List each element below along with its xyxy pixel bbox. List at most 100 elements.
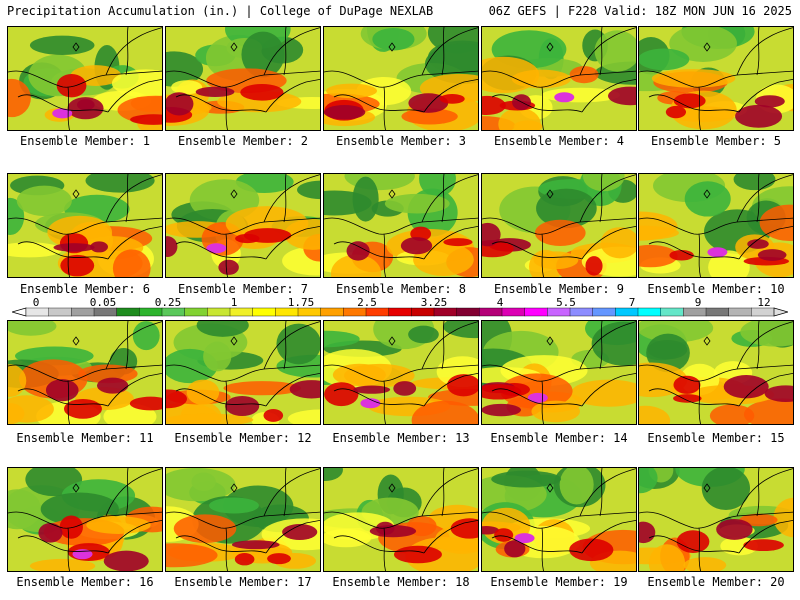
ensemble-member-panel (7, 173, 163, 278)
colorbar-swatch (615, 307, 639, 317)
ensemble-member-label: Ensemble Member: 3 (335, 134, 467, 148)
precip-field-map (166, 321, 320, 424)
precip-field-map (639, 321, 793, 424)
colorbar-swatch (161, 307, 186, 317)
ensemble-member-label: Ensemble Member: 19 (490, 575, 628, 589)
precip-field-map (324, 174, 478, 277)
ensemble-member-label: Ensemble Member: 20 (647, 575, 785, 589)
colorbar-tick-label: 12 (757, 298, 770, 309)
precip-field-map (8, 27, 162, 130)
colorbar-swatch (365, 307, 390, 317)
colorbar-swatch (207, 307, 231, 317)
precip-field-map (482, 468, 636, 571)
colorbar-swatch (637, 307, 662, 317)
colorbar-swatch (71, 307, 95, 317)
ensemble-member-panel (481, 320, 637, 425)
colorbar-swatch (297, 307, 322, 317)
colorbar-swatch (660, 307, 684, 317)
precip-field-map (166, 27, 320, 130)
ensemble-member-panel (323, 173, 479, 278)
precip-field-map (482, 174, 636, 277)
colorbar-tick-label: 5.5 (556, 298, 576, 309)
ensemble-member-panel (323, 467, 479, 572)
colorbar-swatch (547, 307, 571, 317)
ensemble-member-panel (481, 467, 637, 572)
ensemble-member-label: Ensemble Member: 18 (332, 575, 470, 589)
ensemble-member-label: Ensemble Member: 15 (647, 431, 785, 445)
ensemble-member-label: Ensemble Member: 8 (335, 282, 467, 296)
ensemble-member-panel (7, 467, 163, 572)
colorbar-tick-label: 7 (629, 298, 636, 309)
ensemble-member-panel (323, 26, 479, 131)
colorbar-swatch (184, 307, 208, 317)
precip-field-map (639, 468, 793, 571)
colorbar-swatch (683, 307, 707, 317)
precip-field-map (639, 174, 793, 277)
ensemble-member-panel (323, 320, 479, 425)
precip-field-map (324, 27, 478, 130)
colorbar-swatch (751, 307, 775, 317)
colorbar-tick-label: 3.25 (421, 298, 448, 309)
ensemble-member-label: Ensemble Member: 1 (19, 134, 151, 148)
ensemble-member-panel (165, 26, 321, 131)
colorbar-tick-label: 0 (33, 298, 40, 309)
colorbar-swatch (388, 307, 412, 317)
colorbar-swatch (252, 307, 276, 317)
ensemble-member-panel (165, 320, 321, 425)
colorbar-swatch (139, 307, 163, 317)
colorbar-swatch (343, 307, 367, 317)
colorbar-swatch (569, 307, 594, 317)
precip-field-map (482, 321, 636, 424)
ensemble-member-label: Ensemble Member: 12 (174, 431, 312, 445)
ensemble-member-label: Ensemble Member: 14 (490, 431, 628, 445)
precip-field-map (324, 468, 478, 571)
ensemble-member-panel (7, 320, 163, 425)
ensemble-member-label: Ensemble Member: 5 (650, 134, 782, 148)
run-valid-time: 06Z GEFS | F228 Valid: 18Z MON JUN 16 20… (488, 4, 792, 18)
ensemble-member-panel (638, 26, 794, 131)
ensemble-member-label: Ensemble Member: 17 (174, 575, 312, 589)
ensemble-member-label: Ensemble Member: 7 (177, 282, 309, 296)
colorbar-swatch (411, 307, 435, 317)
colorbar-swatch (275, 307, 299, 317)
colorbar-tick-label: 0.05 (90, 298, 117, 309)
precip-field-map (324, 321, 478, 424)
colorbar-swatch (479, 307, 503, 317)
colorbar-swatch (25, 307, 50, 317)
precip-field-map (8, 321, 162, 424)
ensemble-member-label: Ensemble Member: 4 (493, 134, 625, 148)
colorbar-swatch (456, 307, 480, 317)
ensemble-member-label: Ensemble Member: 10 (647, 282, 785, 296)
ensemble-member-panel (165, 467, 321, 572)
ensemble-member-panel (638, 173, 794, 278)
colorbar-min-arrow (12, 307, 27, 317)
colorbar-tick-label: 1 (231, 298, 238, 309)
precip-field-map (639, 27, 793, 130)
ensemble-member-panel (481, 173, 637, 278)
colorbar-swatch (116, 307, 140, 317)
precip-field-map (8, 468, 162, 571)
ensemble-member-panel (165, 173, 321, 278)
ensemble-member-label: Ensemble Member: 2 (177, 134, 309, 148)
colorbar-swatch (320, 307, 344, 317)
ensemble-member-panel (481, 26, 637, 131)
ensemble-member-panel (7, 26, 163, 131)
colorbar-tick-label: 2.5 (357, 298, 377, 309)
colorbar-swatch (93, 307, 118, 317)
ensemble-member-label: Ensemble Member: 9 (493, 282, 625, 296)
ensemble-member-panel (638, 467, 794, 572)
precip-field-map (166, 174, 320, 277)
precip-field-map (166, 468, 320, 571)
colorbar-swatch (524, 307, 548, 317)
ensemble-member-label: Ensemble Member: 6 (19, 282, 151, 296)
colorbar-swatch (433, 307, 458, 317)
colorbar-tick-label: 9 (695, 298, 702, 309)
colorbar-tick-label: 0.25 (155, 298, 182, 309)
precip-field-map (482, 27, 636, 130)
colorbar-tick-label: 4 (497, 298, 504, 309)
colorbar-swatch (705, 307, 730, 317)
precip-field-map (8, 174, 162, 277)
ensemble-member-label: Ensemble Member: 13 (332, 431, 470, 445)
colorbar: 0 0.05 0.25 1 1.75 2.5 3.25 4 5.5 7 9 12 (12, 298, 788, 317)
colorbar-swatch (501, 307, 526, 317)
